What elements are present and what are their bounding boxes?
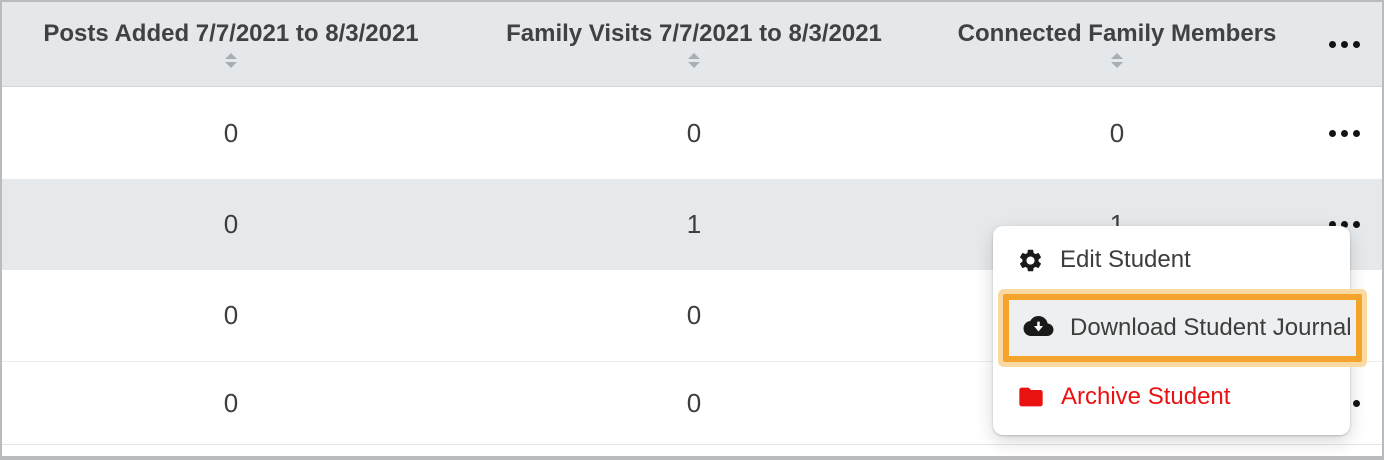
column-header-posts-added[interactable]: Posts Added 7/7/2021 to 8/3/2021 (2, 2, 460, 86)
cell-posts-added: 0 (223, 117, 239, 148)
gear-icon (1019, 249, 1042, 271)
row-actions-button[interactable] (1325, 215, 1364, 234)
cloud-download-icon (1023, 315, 1054, 336)
column-header-label: Connected Family Members (957, 20, 1277, 47)
menu-item-edit-student[interactable]: Edit Student (993, 232, 1350, 288)
row-actions-button[interactable] (1325, 124, 1364, 143)
table-row-partial (2, 444, 1382, 456)
cell-family-visits: 0 (686, 300, 702, 330)
column-header-label: Posts Added 7/7/2021 to 8/3/2021 (43, 20, 419, 47)
sort-icon (688, 53, 700, 68)
column-options-button[interactable] (1325, 35, 1364, 54)
cell-connected-members: 0 (1109, 117, 1125, 148)
menu-item-label: Archive Student (1061, 383, 1231, 410)
highlight-annotation-box: Download Student Journal (1003, 294, 1362, 362)
cell-posts-added: 0 (223, 209, 239, 239)
ellipsis-icon (1328, 129, 1336, 137)
row-actions-menu: Edit Student Download Student Journal Ar… (993, 226, 1362, 435)
menu-item-download-student-journal[interactable]: Download Student Journal (1009, 300, 1356, 356)
ellipsis-icon (1328, 221, 1336, 228)
cell-family-visits: 0 (686, 387, 702, 418)
menu-item-label: Download Student Journal (1070, 314, 1352, 341)
cell-family-visits: 1 (686, 209, 702, 239)
sort-icon (1111, 53, 1123, 68)
sort-icon (225, 53, 237, 68)
cell-family-visits: 0 (686, 117, 702, 148)
column-header-label: Family Visits 7/7/2021 to 8/3/2021 (506, 20, 882, 47)
menu-item-label: Edit Student (1060, 246, 1191, 273)
table-row[interactable]: 0 0 0 (2, 87, 1382, 179)
column-header-family-visits[interactable]: Family Visits 7/7/2021 to 8/3/2021 (460, 2, 928, 86)
ellipsis-icon (1328, 40, 1336, 48)
cell-posts-added: 0 (223, 387, 239, 418)
menu-item-archive-student[interactable]: Archive Student (993, 369, 1350, 425)
column-header-connected-members[interactable]: Connected Family Members (928, 2, 1306, 86)
cell-posts-added: 0 (223, 300, 239, 330)
table-row-selected[interactable]: 0 1 1 (2, 179, 1382, 270)
folder-icon (1019, 387, 1043, 407)
table-header-row: Posts Added 7/7/2021 to 8/3/2021 Family … (2, 2, 1382, 87)
